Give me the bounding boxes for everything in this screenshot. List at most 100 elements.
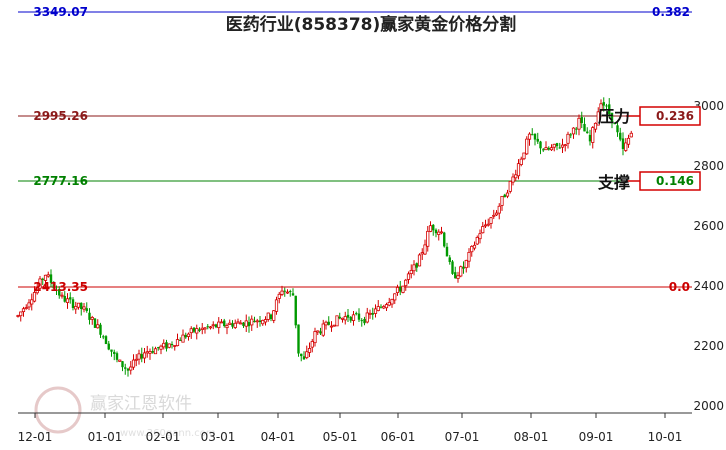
x-tick-label: 08-01 <box>514 430 549 444</box>
candle-body <box>360 320 363 322</box>
candle-body <box>368 312 372 315</box>
candle-body <box>181 334 185 343</box>
candle-body <box>300 353 303 357</box>
candle-body <box>560 144 565 148</box>
candle-body <box>266 312 270 320</box>
level-ratio-label: 0.236 <box>656 109 694 123</box>
candle-body <box>319 331 322 334</box>
candle-body <box>297 324 300 354</box>
candle-body <box>399 286 402 292</box>
candle-body <box>393 293 397 301</box>
x-tick-label: 03-01 <box>201 430 236 444</box>
candle-body <box>439 231 444 234</box>
candle-body <box>420 252 424 255</box>
candle-body <box>175 339 180 347</box>
candle-body <box>415 263 418 268</box>
candle-body <box>382 306 386 309</box>
candle-body <box>349 316 352 321</box>
candle-body <box>118 359 122 362</box>
candle-body <box>613 122 616 125</box>
candle-body <box>621 138 625 149</box>
level-ratio-label: 0.382 <box>652 5 690 19</box>
candle-body <box>379 306 383 308</box>
candle-body <box>239 322 243 325</box>
candle-body <box>445 246 449 257</box>
candle-body <box>307 348 312 353</box>
candlesticks <box>16 97 633 377</box>
candle-body <box>121 361 124 368</box>
candle-body <box>30 299 34 305</box>
candle-body <box>110 349 113 352</box>
candle-body <box>619 132 622 140</box>
candle-body <box>428 225 433 232</box>
candle-body <box>223 320 226 327</box>
level-price-label: 2995.26 <box>33 109 88 123</box>
candle-body <box>448 257 451 263</box>
candle-body <box>475 237 479 245</box>
candle-body <box>387 302 391 306</box>
candle-body <box>544 147 548 151</box>
candle-body <box>505 192 510 197</box>
candle-body <box>219 321 224 324</box>
candle-body <box>608 104 611 115</box>
candle-body <box>274 299 279 312</box>
candle-body <box>280 290 284 295</box>
candle-body <box>624 142 628 151</box>
candle-body <box>327 321 330 325</box>
candle-body <box>195 328 199 334</box>
y-tick-label: 2800 <box>693 159 724 173</box>
candle-body <box>363 318 366 324</box>
candle-body <box>462 266 465 269</box>
candle-body <box>500 195 504 206</box>
candle-body <box>426 230 430 247</box>
candle-body <box>137 353 141 360</box>
candle-body <box>365 312 369 323</box>
candle-body <box>591 127 595 143</box>
candle-body <box>376 306 380 311</box>
watermark-url: www.360gann.com <box>120 428 216 439</box>
candle-body <box>456 275 460 279</box>
candle-body <box>464 259 468 269</box>
candle-body <box>80 302 83 309</box>
candle-body <box>406 273 411 280</box>
candle-body <box>140 354 143 359</box>
candle-body <box>82 306 86 310</box>
candle-body <box>74 305 78 310</box>
level-labels: 3349.07 0.382 2995.26 0.236 2777.16 0.146 2413… <box>33 5 701 294</box>
candle-body <box>605 105 608 107</box>
candle-body <box>443 232 446 247</box>
candle-body <box>285 291 290 294</box>
candle-body <box>231 323 234 327</box>
candle-body <box>332 324 336 327</box>
candle-body <box>588 134 592 142</box>
candle-body <box>49 274 53 283</box>
candle-body <box>539 141 542 149</box>
candle-body <box>157 347 160 349</box>
candle-body <box>384 304 389 309</box>
y-tick-label: 2600 <box>693 219 724 233</box>
axes: 2000 2200 2400 2600 2800 3000 12-01 01-01 02-01 0… <box>18 99 724 444</box>
candle-body <box>208 326 213 329</box>
candle-body <box>198 329 201 332</box>
candle-body <box>261 319 265 325</box>
level-price-label: 2777.16 <box>33 174 88 188</box>
candle-body <box>511 176 515 183</box>
candle-body <box>129 366 133 371</box>
candle-body <box>569 134 572 136</box>
candle-body <box>104 336 108 345</box>
candle-body <box>580 117 583 123</box>
candle-body <box>371 313 374 315</box>
candle-body <box>481 226 485 234</box>
candle-body <box>253 320 256 323</box>
candle-body <box>492 214 496 217</box>
candle-body <box>21 308 26 313</box>
candle-body <box>629 132 633 138</box>
x-tick-label: 02-01 <box>146 430 181 444</box>
candle-body <box>63 296 66 302</box>
candle-body <box>85 308 88 312</box>
candle-body <box>373 308 378 314</box>
candle-body <box>343 316 347 321</box>
candle-body <box>355 313 358 315</box>
x-tick-label: 05-01 <box>323 430 358 444</box>
candle-body <box>483 224 488 227</box>
